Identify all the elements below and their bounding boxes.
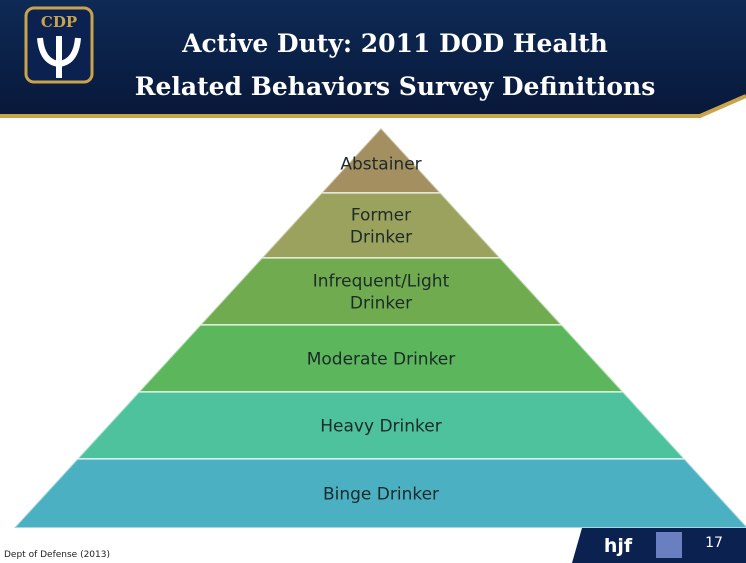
level-label: Moderate Drinker	[307, 350, 456, 370]
page-number: 17	[705, 535, 723, 551]
logo: CDP	[24, 6, 94, 84]
level-label: Drinker	[350, 228, 412, 248]
level-label: Former	[351, 206, 411, 226]
logo-text: CDP	[41, 13, 77, 31]
level-label: Binge Drinker	[323, 485, 439, 505]
title-line: Active Duty: 2011 DOD Health	[181, 29, 608, 58]
level-label: Heavy Drinker	[320, 417, 441, 437]
footer-brand: hjf	[604, 535, 633, 557]
pyramid-level	[259, 192, 503, 259]
header-band	[0, 0, 746, 116]
level-label: Abstainer	[340, 155, 421, 175]
pyramid-level	[197, 257, 565, 326]
pyramid-level	[11, 458, 746, 529]
level-label: Infrequent/Light	[313, 272, 450, 292]
title-line: Related Behaviors Survey Definitions	[135, 72, 656, 101]
level-label: Drinker	[350, 294, 412, 314]
footer-emblem	[656, 532, 682, 558]
pyramid: AbstainerFormerDrinkerInfrequent/LightDr…	[11, 126, 746, 529]
header-border	[0, 94, 746, 118]
source-note: Dept of Defense (2013)	[4, 550, 110, 560]
